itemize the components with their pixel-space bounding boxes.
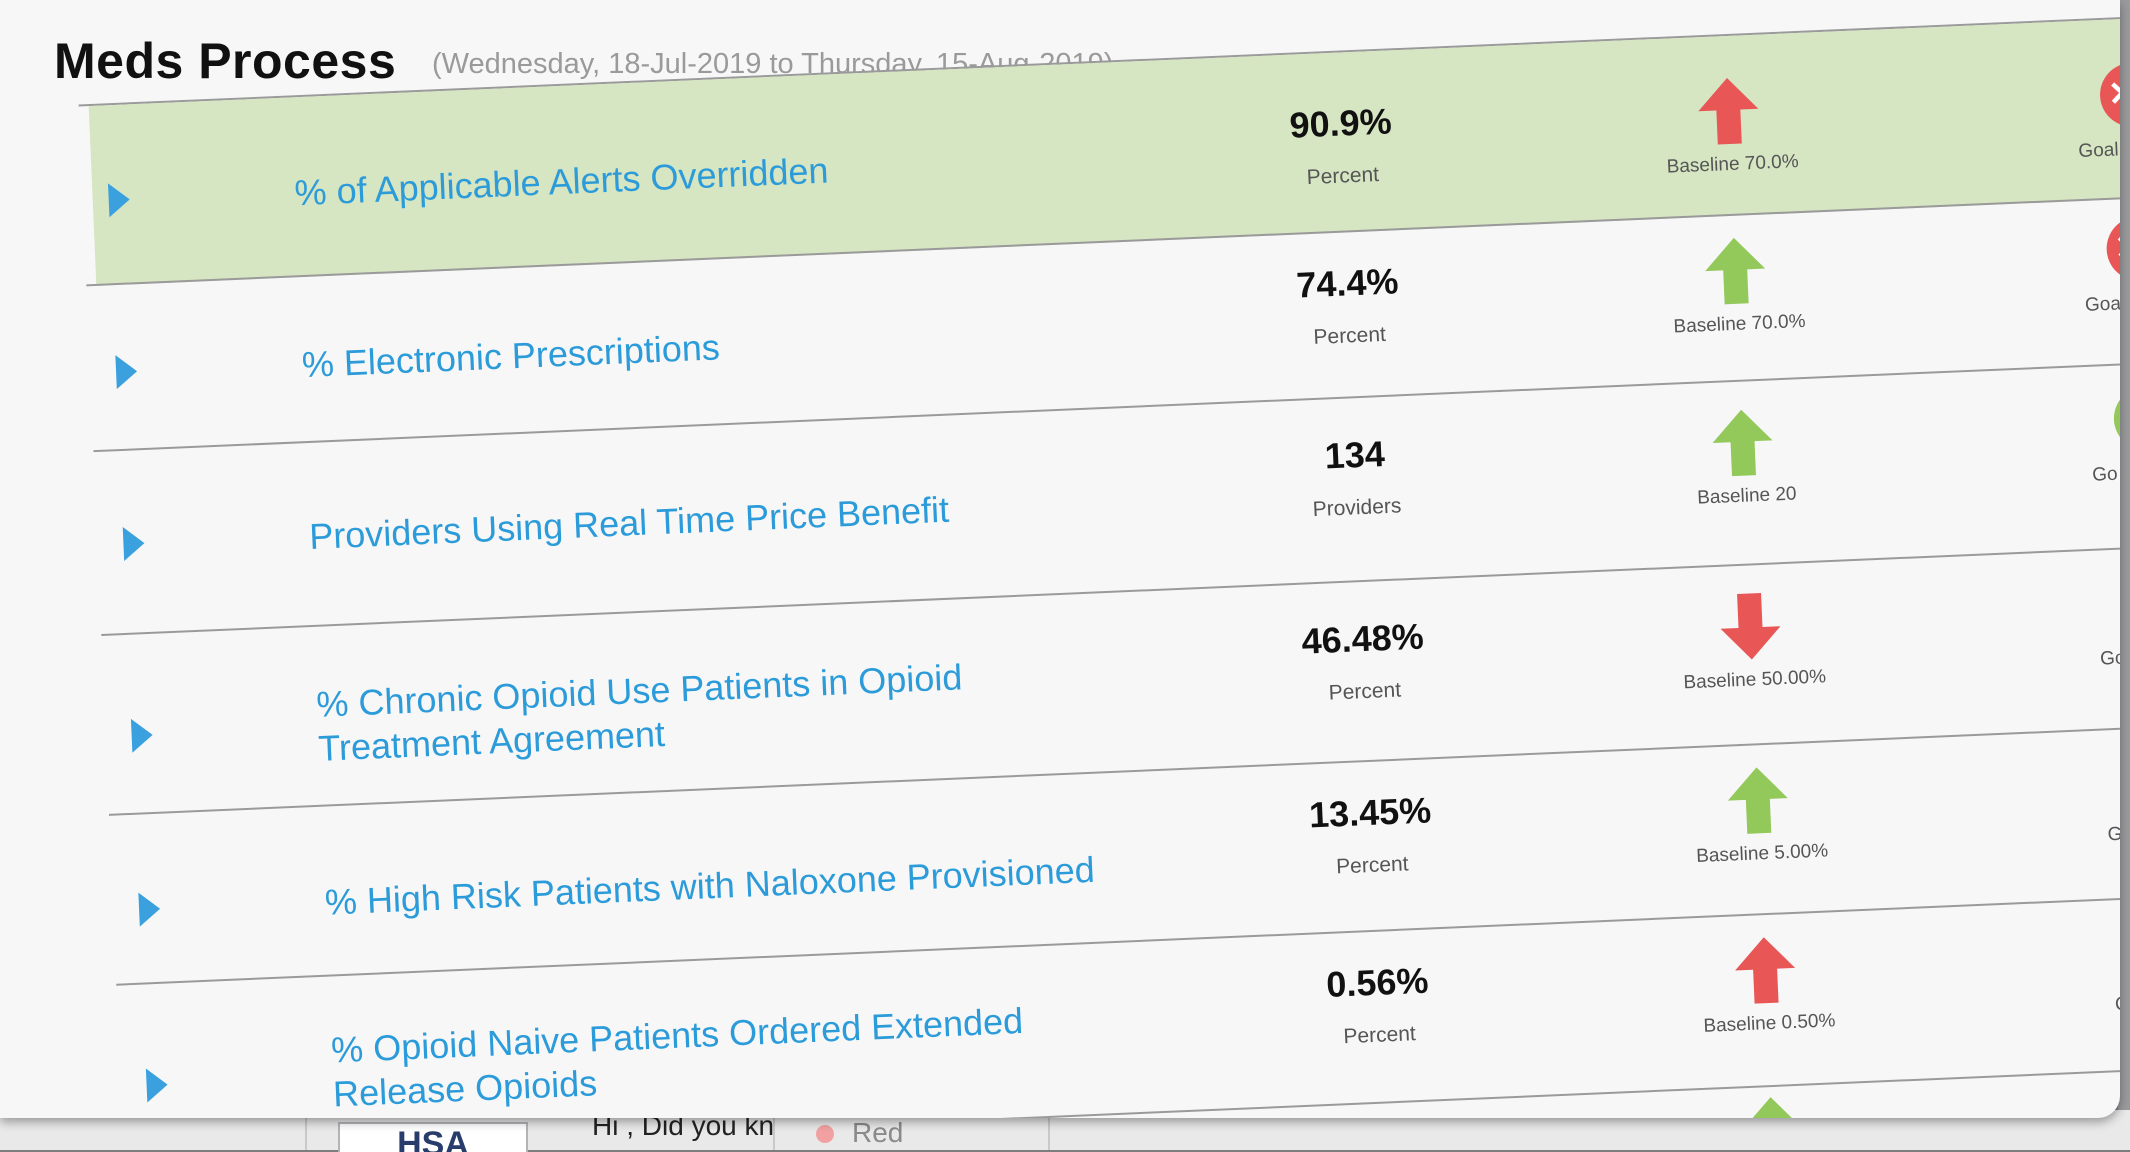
- trend-up-arrow-icon: [1735, 937, 1796, 1004]
- metric-value: 74.4%: [1295, 260, 1400, 306]
- metrics-table: % of Applicable Alerts Overridden 90.9% …: [78, 16, 2120, 1118]
- trend-arrow-shape: [1720, 593, 1781, 660]
- background-app-cell: [305, 1110, 527, 1150]
- metric-value: 0.56%: [1325, 959, 1430, 1005]
- metric-row[interactable]: % of Applicable Alerts Overridden 90.9% …: [86, 18, 2120, 287]
- metric-row[interactable]: Providers Using Real Time Price Benefit …: [101, 364, 2120, 637]
- trend-arrow-shape: [1735, 937, 1796, 1004]
- baseline-label: Baseline 5.00%: [1695, 840, 1829, 868]
- metric-name-link[interactable]: % High Risk Patients with Naloxone Provi…: [324, 848, 1096, 923]
- expand-triangle-icon[interactable]: [145, 1067, 169, 1103]
- window-edge: [2118, 0, 2130, 1110]
- baseline-label: Baseline 70.0%: [1666, 151, 1800, 178]
- metric-name-link[interactable]: % Electronic Prescriptions: [301, 326, 721, 386]
- trend-up-arrow-icon: [1705, 237, 1766, 305]
- goal-label: Go: [2091, 463, 2119, 486]
- hsa-logo: HSA: [338, 1122, 528, 1152]
- trend-arrow-shape: [1727, 767, 1788, 834]
- trend-arrow-shape: [1741, 1097, 1802, 1118]
- metric-unit: Percent: [1328, 678, 1402, 705]
- baseline-label: Baseline 50.00%: [1683, 666, 1827, 694]
- metric-unit: Providers: [1312, 494, 1402, 522]
- trend-up-arrow-icon: [1698, 78, 1759, 145]
- goal-miss-icon: ✕: [2105, 215, 2120, 282]
- trend-arrow-shape: [1698, 78, 1759, 145]
- metric-row[interactable]: 99.44% Baseline 90.00% G: [134, 1069, 2120, 1118]
- metric-row[interactable]: % Chronic Opioid Use Patients in Opioid …: [108, 548, 2120, 816]
- trend-up-arrow-icon: [1727, 767, 1788, 834]
- background-app-cell: [773, 1110, 1050, 1150]
- metric-value: 13.45%: [1308, 789, 1432, 836]
- metric-name-link[interactable]: % of Applicable Alerts Overridden: [293, 149, 830, 214]
- metric-unit: Percent: [1335, 852, 1409, 879]
- expand-triangle-icon[interactable]: [138, 891, 161, 927]
- red-status-dot-icon: [816, 1125, 834, 1143]
- metric-name-link[interactable]: % Opioid Naive Patients Ordered Extended…: [330, 999, 1024, 1115]
- metric-value: 90.9%: [1288, 100, 1393, 146]
- goal-label: Go: [2107, 823, 2120, 846]
- goal-label: Goal (: [2078, 139, 2120, 163]
- meds-process-window: Meds Process (Wednesday, 18-Jul-2019 to …: [0, 0, 2120, 1118]
- expand-triangle-icon[interactable]: [108, 182, 131, 218]
- metric-name-link[interactable]: Providers Using Real Time Price Benefit: [308, 488, 950, 558]
- metric-unit: Percent: [1306, 162, 1380, 190]
- metric-unit: Percent: [1313, 322, 1387, 349]
- metric-unit: Percent: [1342, 1022, 1417, 1049]
- goal-met-icon: ✓: [2112, 385, 2120, 452]
- metric-row[interactable]: % Opioid Naive Patients Ordered Extended…: [123, 897, 2120, 1118]
- metric-value: 46.48%: [1300, 615, 1425, 662]
- baseline-label: Baseline 70.0%: [1673, 310, 1806, 338]
- goal-label: G: [2114, 993, 2120, 1016]
- expand-triangle-icon[interactable]: [122, 526, 146, 561]
- expand-triangle-icon[interactable]: [130, 717, 154, 753]
- trend-arrow-shape: [1705, 237, 1766, 305]
- status-label[interactable]: Red: [852, 1117, 904, 1148]
- trend-up-arrow-icon: [1712, 409, 1773, 477]
- metric-row[interactable]: % Electronic Prescriptions 74.4% Percent…: [93, 198, 2120, 453]
- trend-arrow-shape: [1712, 409, 1773, 477]
- goal-label: Goal: [2084, 293, 2120, 316]
- baseline-label: Baseline 0.50%: [1703, 1010, 1836, 1037]
- metric-value: 134: [1323, 433, 1386, 477]
- expand-triangle-icon[interactable]: [115, 354, 138, 390]
- metric-name-link[interactable]: % Chronic Opioid Use Patients in Opioid …: [315, 656, 964, 769]
- page-title: Meds Process: [54, 33, 397, 89]
- goal-miss-icon: ✕: [2098, 61, 2120, 129]
- trend-up-arrow-icon: [1741, 1097, 1802, 1118]
- baseline-label: Baseline 20: [1696, 483, 1797, 509]
- trend-down-arrow-icon: [1720, 593, 1781, 660]
- metric-row[interactable]: % High Risk Patients with Naloxone Provi…: [116, 727, 2120, 986]
- goal-label: Goa: [2099, 647, 2120, 670]
